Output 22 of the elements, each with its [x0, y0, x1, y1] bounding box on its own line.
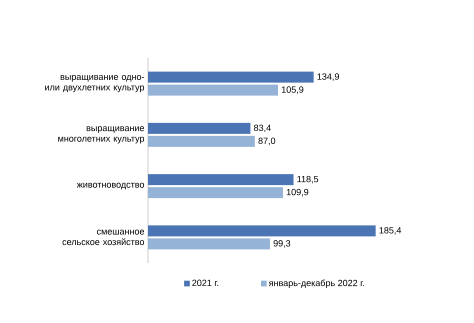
legend-label: 2021 г.	[192, 280, 218, 286]
data-label: 99,3	[274, 240, 290, 248]
y-tick-label: животноводство	[76, 182, 144, 190]
bar	[148, 122, 250, 134]
data-label: 185,4	[380, 227, 402, 235]
data-label: 87,0	[258, 138, 276, 146]
y-tick-label: смешанное сельское хозяйство	[62, 230, 144, 246]
legend-label: январь-декабрь 2022 г.	[268, 279, 364, 288]
bar	[148, 84, 278, 96]
y-tick-label: выращивание одно-или двухлетних культур	[45, 75, 144, 92]
bar	[148, 238, 270, 250]
y-tick-label: выращивание многолетних культур	[58, 126, 144, 144]
bar	[148, 136, 255, 147]
data-label: 134,9	[318, 73, 339, 81]
bar	[148, 225, 376, 236]
bar	[148, 174, 294, 186]
data-label: 109,9	[286, 188, 308, 196]
data-label: 105,9	[282, 86, 304, 94]
bar	[148, 187, 283, 198]
data-label: 83,4	[254, 124, 271, 132]
bar	[148, 72, 314, 83]
data-label: 118,5	[297, 176, 318, 184]
